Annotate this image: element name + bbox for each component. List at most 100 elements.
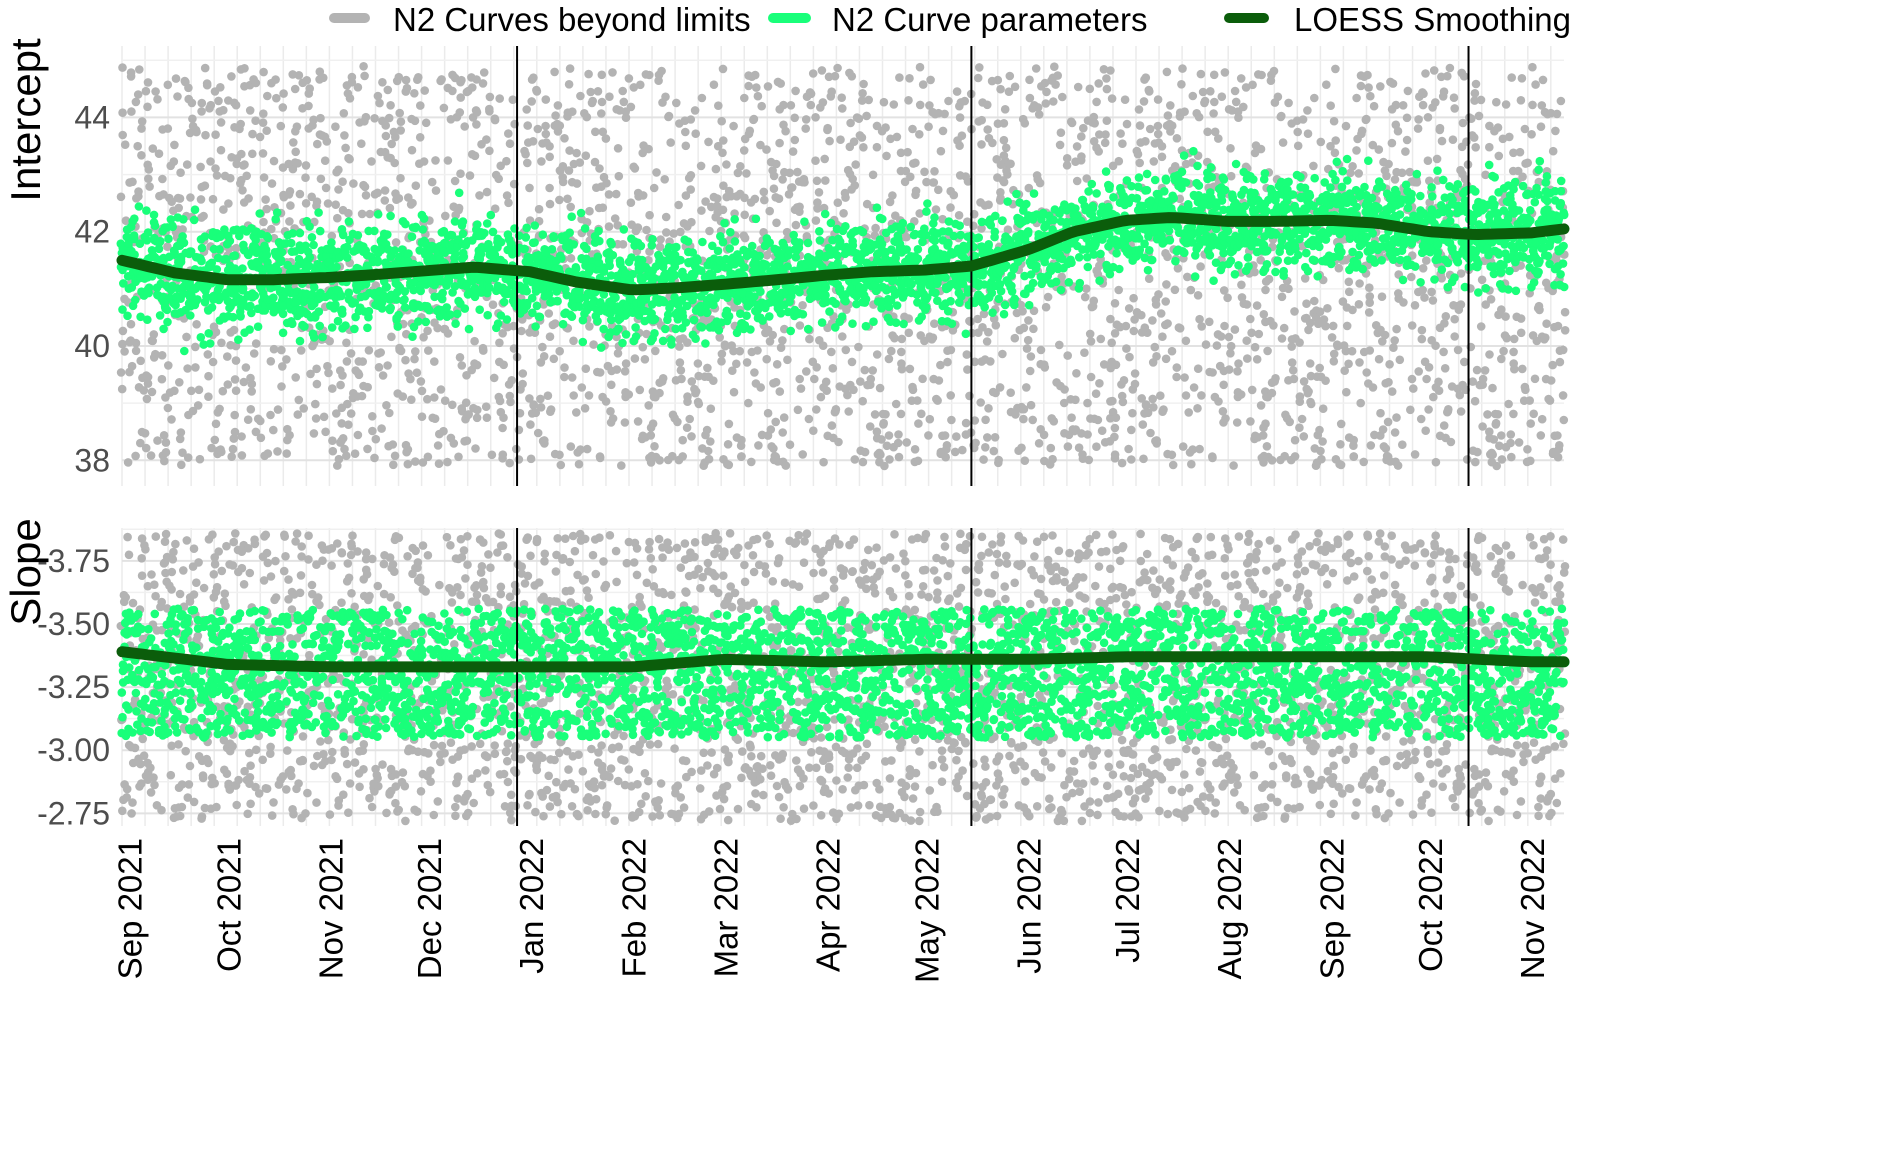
point-beyond-limits: [529, 73, 538, 82]
point-beyond-limits: [1004, 87, 1014, 96]
point-beyond-limits: [769, 171, 779, 181]
point-beyond-limits: [864, 95, 873, 105]
point-beyond-limits: [1266, 76, 1276, 85]
point-beyond-limits: [342, 451, 351, 461]
point-beyond-limits: [546, 405, 556, 414]
point-beyond-limits: [1421, 426, 1430, 436]
point-beyond-limits: [929, 178, 939, 187]
point-beyond-limits: [1518, 364, 1527, 374]
point-beyond-limits: [551, 111, 560, 120]
point-beyond-limits: [1399, 298, 1408, 307]
point-beyond-limits: [588, 96, 597, 106]
point-beyond-limits: [1205, 317, 1214, 327]
point-curve-parameter: [393, 322, 403, 331]
point-beyond-limits: [338, 371, 347, 380]
point-beyond-limits: [1029, 324, 1038, 334]
point-beyond-limits: [443, 156, 453, 165]
point-beyond-limits: [856, 377, 865, 386]
point-beyond-limits: [141, 443, 151, 453]
point-beyond-limits: [612, 365, 622, 374]
point-beyond-limits: [833, 63, 842, 73]
point-beyond-limits: [810, 374, 819, 384]
point-curve-parameter: [305, 222, 314, 231]
point-beyond-limits: [1431, 341, 1440, 351]
point-beyond-limits: [1284, 284, 1293, 294]
point-curve-parameter: [552, 296, 562, 306]
point-curve-parameter: [502, 315, 512, 324]
point-beyond-limits: [1024, 316, 1033, 325]
point-beyond-limits: [401, 355, 410, 365]
point-beyond-limits: [525, 183, 534, 193]
point-curve-parameter: [661, 324, 670, 334]
point-curve-parameter: [337, 306, 346, 316]
point-curve-parameter: [150, 221, 160, 230]
point-beyond-limits: [1157, 142, 1167, 151]
point-beyond-limits: [531, 408, 541, 418]
point-beyond-limits: [470, 336, 479, 346]
point-beyond-limits: [301, 199, 311, 208]
point-beyond-limits: [1445, 63, 1455, 73]
point-beyond-limits: [1321, 376, 1330, 386]
point-beyond-limits: [1323, 304, 1332, 313]
point-beyond-limits: [786, 101, 796, 110]
point-beyond-limits: [736, 162, 745, 171]
point-beyond-limits: [719, 181, 728, 190]
point-beyond-limits: [464, 410, 474, 419]
point-beyond-limits: [1163, 111, 1173, 120]
point-beyond-limits: [216, 145, 226, 155]
point-curve-parameter: [504, 235, 514, 244]
point-curve-parameter: [522, 301, 532, 311]
point-curve-parameter: [225, 236, 235, 246]
point-beyond-limits: [769, 444, 778, 453]
point-beyond-limits: [1135, 158, 1144, 168]
point-beyond-limits: [660, 175, 669, 184]
point-beyond-limits: [1247, 385, 1257, 395]
point-beyond-limits: [153, 95, 162, 104]
point-beyond-limits: [1218, 407, 1228, 416]
point-beyond-limits: [430, 357, 439, 366]
point-curve-parameter: [567, 312, 577, 322]
point-beyond-limits: [1437, 136, 1447, 146]
point-beyond-limits: [1529, 409, 1538, 419]
point-curve-parameter: [800, 217, 809, 226]
point-beyond-limits: [776, 343, 786, 353]
point-curve-parameter: [619, 225, 629, 234]
point-beyond-limits: [208, 194, 218, 204]
point-beyond-limits: [1344, 287, 1354, 297]
point-beyond-limits: [1226, 171, 1236, 181]
point-beyond-limits: [1558, 391, 1568, 400]
point-beyond-limits: [304, 101, 313, 111]
point-beyond-limits: [188, 114, 197, 124]
point-beyond-limits: [1128, 408, 1137, 418]
point-beyond-limits: [821, 176, 830, 185]
point-beyond-limits: [931, 205, 941, 214]
point-beyond-limits: [1090, 119, 1099, 128]
point-beyond-limits: [809, 426, 818, 436]
point-curve-parameter: [697, 323, 707, 332]
point-beyond-limits: [1501, 312, 1510, 321]
point-beyond-limits: [353, 83, 363, 92]
point-curve-parameter: [817, 318, 827, 327]
point-beyond-limits: [630, 164, 640, 173]
point-curve-parameter: [735, 254, 744, 264]
point-beyond-limits: [1119, 376, 1129, 385]
point-beyond-limits: [191, 342, 200, 352]
point-beyond-limits: [1059, 398, 1069, 408]
point-beyond-limits: [750, 368, 759, 377]
point-beyond-limits: [359, 62, 368, 71]
point-beyond-limits: [187, 386, 196, 396]
point-beyond-limits: [984, 200, 993, 209]
point-beyond-limits: [133, 141, 142, 151]
point-curve-parameter: [636, 241, 646, 251]
point-beyond-limits: [199, 211, 208, 221]
point-beyond-limits: [169, 157, 179, 166]
point-beyond-limits: [1326, 141, 1335, 151]
point-beyond-limits: [137, 151, 146, 160]
point-beyond-limits: [1214, 134, 1223, 143]
point-beyond-limits: [1023, 335, 1033, 345]
point-beyond-limits: [645, 70, 654, 80]
point-beyond-limits: [177, 460, 186, 470]
point-curve-parameter: [414, 317, 423, 326]
point-beyond-limits: [662, 228, 671, 237]
point-beyond-limits: [654, 76, 663, 85]
